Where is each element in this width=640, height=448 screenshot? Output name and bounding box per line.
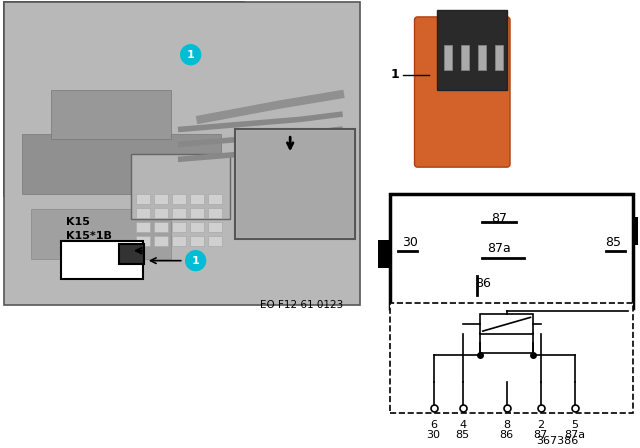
- Bar: [154, 194, 168, 204]
- Text: 87: 87: [492, 212, 508, 225]
- Circle shape: [180, 45, 200, 65]
- Bar: [154, 208, 168, 218]
- Bar: [154, 222, 168, 232]
- Bar: [189, 236, 204, 246]
- Bar: [478, 45, 486, 69]
- Circle shape: [186, 251, 205, 271]
- Bar: [61, 241, 143, 279]
- Text: 87: 87: [534, 430, 548, 440]
- Text: 1: 1: [391, 68, 399, 81]
- Bar: [189, 222, 204, 232]
- Bar: [495, 45, 503, 69]
- Bar: [4, 2, 244, 196]
- Bar: [172, 236, 186, 246]
- Bar: [136, 208, 150, 218]
- Bar: [189, 194, 204, 204]
- Bar: [437, 10, 507, 90]
- Bar: [51, 90, 171, 139]
- Text: 85: 85: [605, 236, 621, 249]
- Text: 87a: 87a: [564, 430, 586, 440]
- Bar: [634, 217, 640, 246]
- Text: 6: 6: [430, 420, 437, 430]
- Bar: [236, 129, 355, 239]
- Text: 87a: 87a: [488, 242, 511, 255]
- Text: 85: 85: [456, 430, 470, 440]
- Bar: [119, 244, 144, 263]
- Bar: [480, 333, 534, 353]
- FancyBboxPatch shape: [415, 17, 510, 167]
- Bar: [136, 194, 150, 204]
- Text: 1: 1: [187, 50, 195, 60]
- Bar: [22, 134, 221, 194]
- Text: 8: 8: [503, 420, 510, 430]
- Bar: [31, 209, 171, 258]
- Bar: [390, 303, 634, 413]
- Bar: [4, 2, 360, 306]
- Bar: [189, 208, 204, 218]
- Text: 367386: 367386: [536, 436, 579, 446]
- Text: 5: 5: [572, 420, 579, 430]
- Bar: [136, 222, 150, 232]
- Bar: [154, 236, 168, 246]
- Text: EO F12 61 0123: EO F12 61 0123: [260, 301, 344, 310]
- Bar: [444, 45, 452, 69]
- Text: 4: 4: [460, 420, 467, 430]
- Bar: [131, 154, 230, 219]
- Bar: [461, 45, 469, 69]
- Bar: [480, 314, 534, 334]
- Text: 86: 86: [475, 277, 491, 290]
- Bar: [378, 240, 390, 268]
- Bar: [172, 194, 186, 204]
- Bar: [207, 222, 221, 232]
- Bar: [172, 222, 186, 232]
- Text: 1: 1: [192, 256, 200, 266]
- Bar: [207, 236, 221, 246]
- Text: 2: 2: [537, 420, 545, 430]
- Bar: [4, 3, 359, 305]
- Text: 30: 30: [401, 236, 417, 249]
- Bar: [136, 236, 150, 246]
- Bar: [207, 208, 221, 218]
- Bar: [237, 131, 353, 237]
- Text: 86: 86: [500, 430, 514, 440]
- Bar: [390, 194, 634, 308]
- Text: K15
K15*1B: K15 K15*1B: [67, 217, 112, 241]
- Bar: [172, 208, 186, 218]
- Text: 30: 30: [426, 430, 440, 440]
- Bar: [207, 194, 221, 204]
